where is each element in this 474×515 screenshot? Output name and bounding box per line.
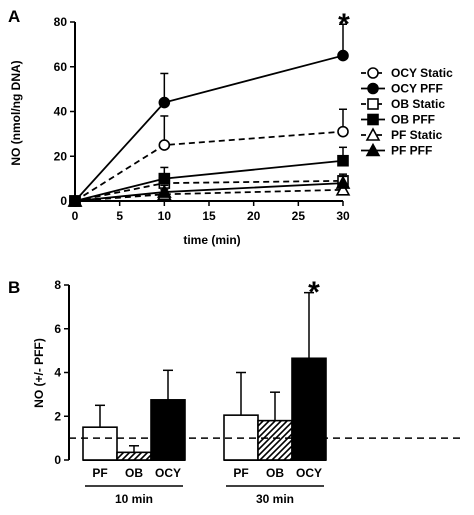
panel-b-axes: 0 2 4 6 8	[54, 278, 70, 467]
panel-a-x-tick-label: 30	[336, 209, 350, 223]
panel-b-y-tick-label: 4	[54, 366, 61, 380]
bar-ocy-10-min	[150, 399, 186, 461]
legend-marker-ob-static	[367, 98, 379, 110]
legend-marker-ocy-pff	[367, 82, 379, 95]
panel-a-y-tick-label: 0	[60, 194, 67, 208]
panel-b-y-tick-label: 2	[54, 409, 61, 423]
data-point-pf-pff	[156, 184, 172, 198]
legend-marker-ocy-static	[367, 67, 379, 79]
data-point-ocy-static	[158, 139, 171, 151]
legend-marker-pf-pff	[365, 142, 381, 157]
panel-a-y-tick-label: 80	[54, 15, 68, 29]
bar-pf-10-min	[82, 426, 118, 461]
series-line-ob-pff	[74, 159, 344, 202]
data-point-ocy-pff	[158, 96, 171, 109]
bar-label-ob-10-min: OB	[125, 466, 143, 480]
panel-a-letter: A	[8, 7, 20, 26]
legend-label-ocy-pff: OCY PFF	[391, 82, 443, 96]
legend-label-ob-static: OB Static	[391, 97, 445, 111]
group-label-30-min: 30 min	[256, 492, 294, 506]
series-line-ocy-pff	[74, 54, 344, 202]
legend-marker-pf-static	[365, 127, 381, 141]
legend-label-pf-pff: PF PFF	[391, 144, 432, 158]
panel-a-axes: 0 20 40 60 80 0 5 10 15 20 25 30	[54, 15, 350, 223]
bar-label-pf-10-min: PF	[92, 466, 107, 480]
panel-a-x-tick-label: 5	[116, 209, 123, 223]
panel-b-significance-star: *	[308, 276, 320, 309]
data-point-ocy-pff	[337, 49, 349, 62]
panel-a-y-tick-label: 20	[54, 149, 68, 163]
legend-marker-ob-pff	[367, 113, 379, 126]
panel-a-x-tick-label: 20	[247, 209, 261, 223]
legend-label-ocy-static: OCY Static	[391, 66, 453, 80]
data-point-pf-pff	[335, 175, 351, 189]
panel-a-x-tick-label: 10	[158, 209, 172, 223]
legend-label-pf-static: PF Static	[391, 128, 443, 142]
legend-label-ob-pff: OB PFF	[391, 113, 435, 127]
group-label-10-min: 10 min	[115, 492, 153, 506]
data-point-ob-pff	[337, 154, 349, 167]
bar-ob-10-min	[116, 451, 152, 461]
panel-b-y-tick-label: 6	[54, 322, 61, 336]
panel-b-y-tick-label: 0	[54, 453, 61, 467]
bar-label-pf-30-min: PF	[233, 466, 248, 480]
panel-a-x-axis-title: time (min)	[183, 233, 240, 247]
panel-a-marks	[67, 23, 351, 207]
panel-a-y-tick-label: 60	[54, 60, 68, 74]
panel-a-significance-star: *	[338, 8, 350, 41]
panel-a-line-chart: A 0 20 40 60 80 0 5 10 15 20 25 30 time (min) NO (n…	[8, 7, 453, 247]
bar-ob-30-min	[257, 419, 293, 461]
bar-label-ocy-10-min: OCY	[155, 466, 181, 480]
bar-ocy-30-min	[291, 357, 327, 461]
panel-a-x-tick-label: 25	[292, 209, 306, 223]
bar-label-ocy-30-min: OCY	[296, 466, 322, 480]
panel-b-letter: B	[8, 278, 20, 297]
panel-b-y-tick-label: 8	[54, 278, 61, 292]
bar-label-ob-30-min: OB	[266, 466, 284, 480]
data-point-pf-static	[335, 182, 351, 196]
panel-a-x-tick-label: 0	[72, 209, 79, 223]
data-point-pf-pff	[67, 193, 83, 207]
panel-a-y-tick-label: 40	[54, 105, 68, 119]
panel-a-y-axis-title: NO (nmol/ng DNA)	[9, 60, 23, 165]
data-point-ob-pff	[158, 172, 171, 185]
data-point-ocy-static	[337, 125, 349, 138]
panel-a-x-tick-label: 15	[202, 209, 216, 223]
panel-b-y-axis-title: NO (+/- PFF)	[32, 338, 46, 408]
